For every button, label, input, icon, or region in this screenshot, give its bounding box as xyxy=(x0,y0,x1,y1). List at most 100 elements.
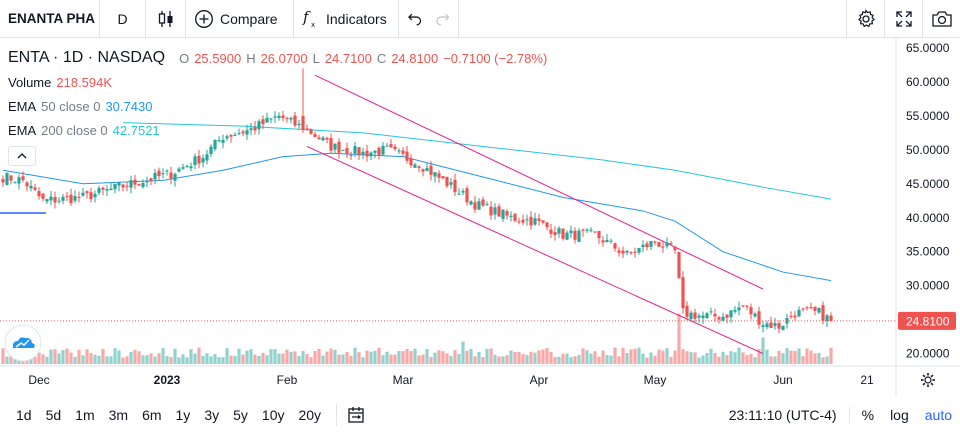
volume-bar xyxy=(589,353,593,364)
percent-toggle[interactable]: % xyxy=(861,406,875,423)
candle xyxy=(385,143,389,147)
volume-bar xyxy=(473,356,477,364)
volume-bar xyxy=(273,349,277,364)
range-button-10y[interactable]: 10y xyxy=(261,406,285,423)
range-button-3m[interactable]: 3m xyxy=(108,406,129,423)
last-price-tag xyxy=(898,311,956,330)
candle xyxy=(269,118,273,123)
volume-bar xyxy=(753,357,757,364)
low-label: L xyxy=(312,50,320,66)
symbol-search[interactable]: ENANTA PHA xyxy=(0,0,100,38)
compare-button[interactable]: Compare xyxy=(186,0,294,38)
ema200-legend-row[interactable]: EMA 200 close 0 42.7521 xyxy=(8,118,547,142)
volume-bar xyxy=(345,351,349,364)
volume-bar xyxy=(761,337,765,364)
candle xyxy=(329,133,333,154)
candlesticks xyxy=(1,68,833,334)
range-button-1m[interactable]: 1m xyxy=(75,406,95,423)
indicators-button[interactable]: f x Indicators xyxy=(294,0,399,38)
candle xyxy=(137,183,141,186)
volume-bar xyxy=(157,353,161,364)
candle xyxy=(317,134,321,140)
volume-bar xyxy=(181,354,185,364)
volume-bar xyxy=(261,352,265,364)
volume-bar xyxy=(797,348,801,364)
candle xyxy=(461,188,465,196)
candle xyxy=(749,303,753,320)
volume-bar xyxy=(709,348,713,364)
price-chart[interactable]: 65.0000 60.0000 55.0000 50.0000 45.0000 40.00… xyxy=(0,38,960,396)
volume-bar xyxy=(73,356,77,364)
candle xyxy=(253,120,257,135)
ema50-legend-row[interactable]: EMA 50 close 0 30.7430 xyxy=(8,94,547,118)
range-button-20y[interactable]: 20y xyxy=(298,406,322,423)
legend-collapse-button[interactable] xyxy=(8,146,36,166)
volume-bar xyxy=(725,355,729,364)
candle xyxy=(89,187,93,203)
volume-bar xyxy=(821,357,825,364)
volume-bar xyxy=(81,355,85,364)
volume-legend-row[interactable]: Volume 218.594K xyxy=(8,70,547,94)
fullscreen-button[interactable] xyxy=(884,0,922,38)
candle xyxy=(313,131,317,138)
candle xyxy=(245,124,249,140)
candle xyxy=(553,226,557,241)
undo-icon[interactable] xyxy=(407,12,423,26)
volume-bar xyxy=(737,347,741,364)
volume-bar xyxy=(485,348,489,364)
log-toggle[interactable]: log xyxy=(890,406,909,423)
volume-bar xyxy=(385,351,389,364)
clock-timezone[interactable]: 23:11:10 (UTC-4) xyxy=(721,406,850,423)
chart-type-button[interactable] xyxy=(146,0,186,38)
candle xyxy=(681,271,685,314)
range-button-5d[interactable]: 5d xyxy=(45,406,62,423)
volume-bar xyxy=(169,357,173,364)
volume-bar xyxy=(673,350,677,364)
candle xyxy=(237,128,241,135)
auto-toggle[interactable]: auto xyxy=(924,406,952,423)
candle xyxy=(817,307,821,314)
candle xyxy=(661,241,665,253)
range-button-5y[interactable]: 5y xyxy=(233,406,248,423)
volume-bar xyxy=(773,356,777,364)
candle xyxy=(813,306,817,316)
candle xyxy=(353,141,357,158)
candle xyxy=(561,228,565,241)
volume-bar xyxy=(629,349,633,364)
volume-bar xyxy=(397,351,401,364)
range-button-1d[interactable]: 1d xyxy=(16,406,32,423)
volume-bar xyxy=(321,355,325,364)
candle xyxy=(289,116,293,124)
ema200-params: 200 close 0 xyxy=(41,122,108,138)
candle xyxy=(737,301,741,316)
volume-bar xyxy=(29,356,33,364)
candle xyxy=(621,246,625,258)
calendar-icon[interactable] xyxy=(347,406,365,424)
volume-bar xyxy=(69,352,73,364)
volume-bar xyxy=(281,353,285,364)
snapshot-button[interactable] xyxy=(922,0,960,38)
interval-button[interactable]: D xyxy=(100,0,146,38)
volume-bar xyxy=(537,350,541,364)
volume-bar xyxy=(177,357,181,364)
redo-icon[interactable] xyxy=(435,12,451,26)
close-label: C xyxy=(376,50,387,66)
candle xyxy=(565,230,569,240)
volume-bar xyxy=(545,347,549,364)
volume-bar xyxy=(697,357,701,364)
close-value: 24.8100 xyxy=(391,50,439,66)
candle xyxy=(177,167,181,173)
candle xyxy=(409,154,413,168)
axis-settings-icon[interactable] xyxy=(921,373,935,387)
time-tick-label: Jun xyxy=(773,373,792,387)
volume-bar xyxy=(813,353,817,364)
range-button-3y[interactable]: 3y xyxy=(204,406,220,423)
range-button-6m[interactable]: 6m xyxy=(142,406,162,423)
settings-button[interactable] xyxy=(846,0,884,38)
range-button-1y[interactable]: 1y xyxy=(175,406,191,423)
candle xyxy=(305,124,309,131)
volume-bar xyxy=(765,349,769,364)
volume-bar xyxy=(685,351,689,364)
volume-bar xyxy=(585,350,589,364)
symbol-legend-row: ENTA · 1D · NASDAQ O 25.5900 H 26.0700 L 24… xyxy=(8,46,547,70)
